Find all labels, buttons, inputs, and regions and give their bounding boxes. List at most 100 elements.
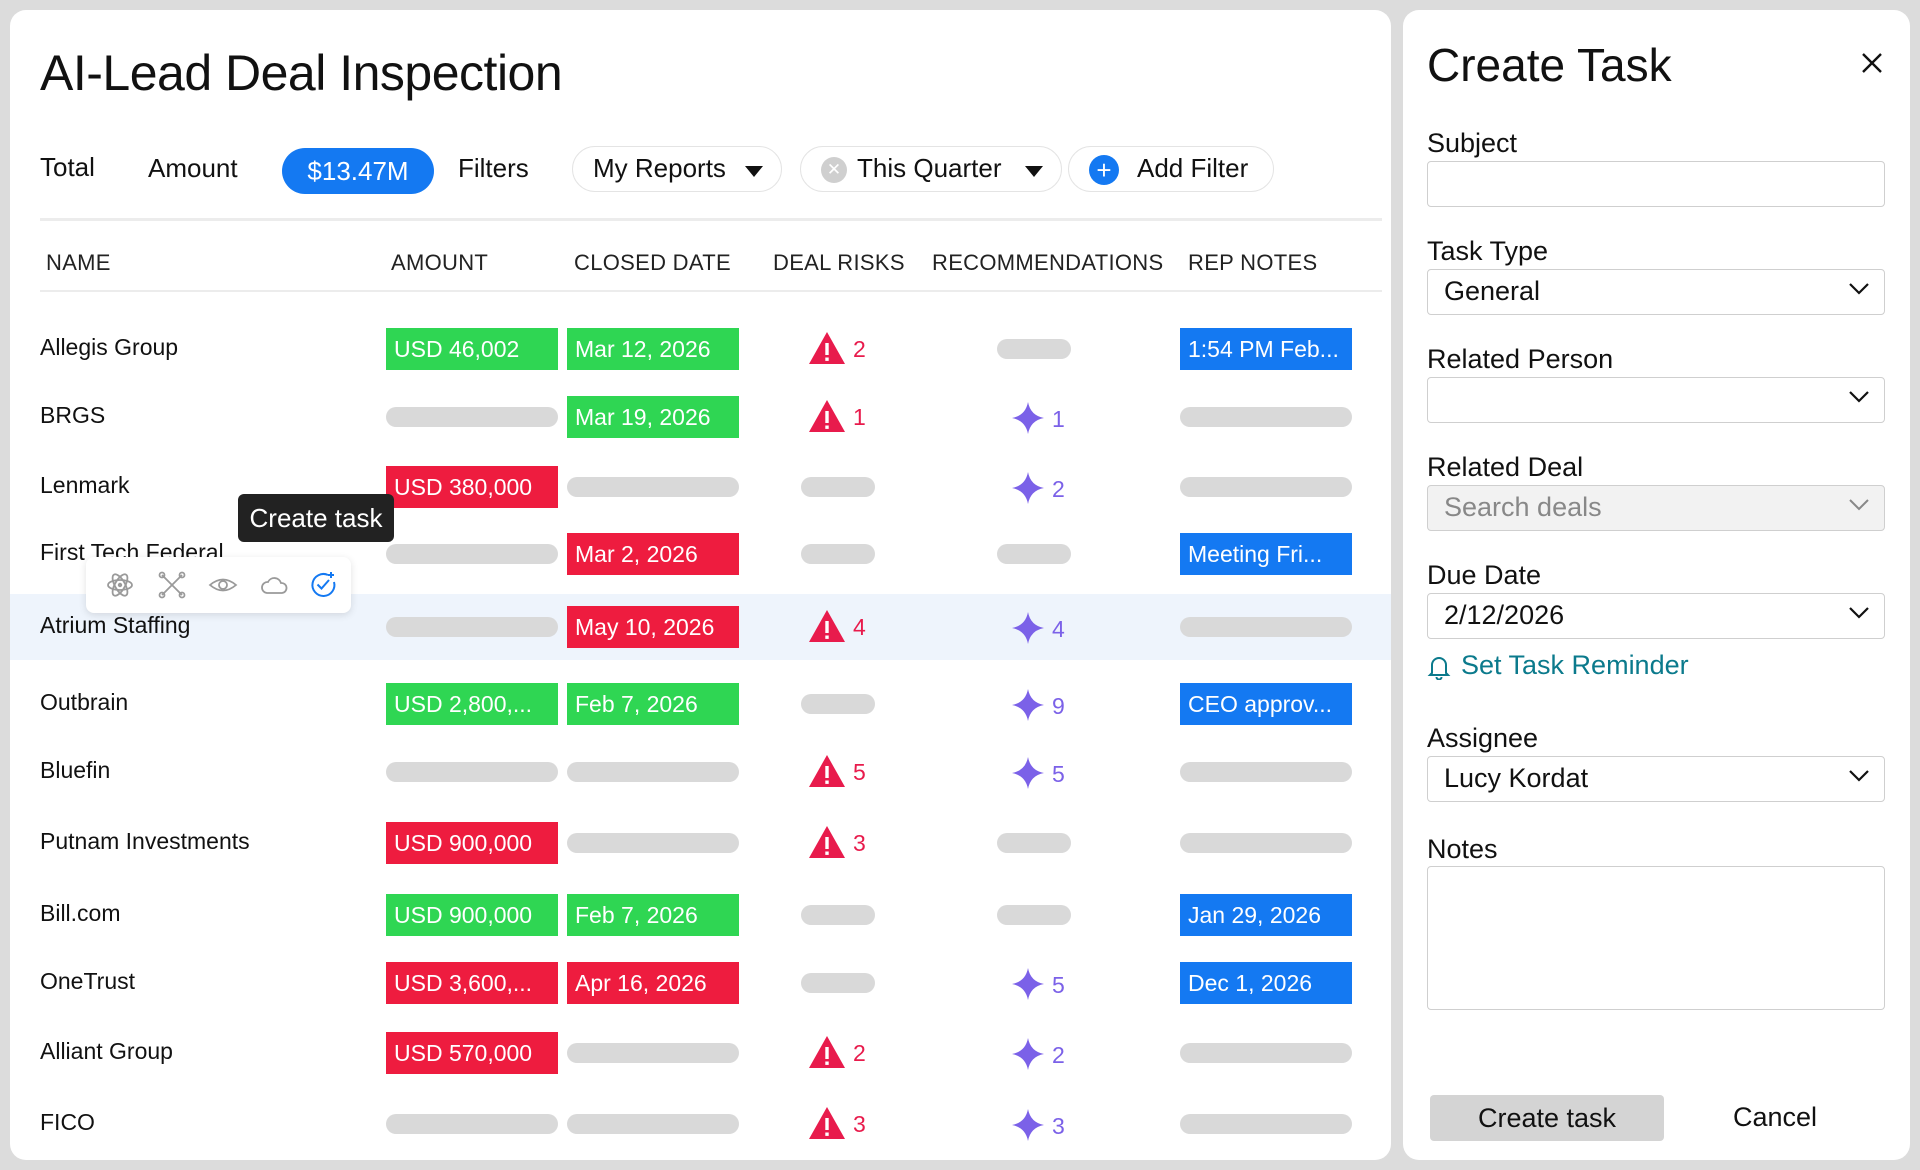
- rep-note-chip[interactable]: Dec 1, 2026: [1180, 962, 1352, 1004]
- recommendation-count[interactable]: 9: [1052, 693, 1065, 719]
- related-deal-label: Related Deal: [1427, 452, 1584, 482]
- loading-placeholder: [1180, 1043, 1352, 1063]
- chevron-down-icon: [1849, 607, 1869, 619]
- table-row[interactable]: Allegis Group USD 46,002 Mar 12, 2026 2 1:54…: [10, 316, 1391, 382]
- table-row[interactable]: Outbrain USD 2,800,... Feb 7, 2026 9 CEO app…: [10, 671, 1391, 737]
- deal-name[interactable]: Atrium Staffing: [40, 612, 191, 638]
- eye-icon[interactable]: [208, 570, 238, 600]
- related-person-label: Related Person: [1427, 344, 1614, 374]
- table-row[interactable]: FICO 3 3: [10, 1091, 1391, 1157]
- deal-risk-count[interactable]: 4: [853, 614, 866, 640]
- rep-note-chip[interactable]: Meeting Fri...: [1180, 533, 1352, 575]
- assignee-select[interactable]: Lucy Kordat: [1427, 756, 1885, 802]
- deal-risk-count[interactable]: 3: [853, 1111, 866, 1137]
- amount-chip: USD 900,000: [386, 894, 558, 936]
- rep-note-chip[interactable]: CEO approv...: [1180, 683, 1352, 725]
- deal-name[interactable]: Putnam Investments: [40, 828, 250, 854]
- recommendation-count[interactable]: 5: [1052, 761, 1065, 787]
- task-check-icon[interactable]: [308, 570, 338, 600]
- loading-placeholder: [567, 477, 739, 497]
- table-row[interactable]: Alliant Group USD 570,000 2 2: [10, 1020, 1391, 1086]
- recommendation-count[interactable]: 4: [1052, 616, 1065, 642]
- add-filter-button[interactable]: + Add Filter: [1068, 146, 1274, 192]
- table-row[interactable]: BRGS Mar 19, 2026 1 1: [10, 384, 1391, 450]
- deal-name[interactable]: Lenmark: [40, 472, 130, 498]
- loading-placeholder: [801, 544, 875, 564]
- cloud-icon[interactable]: [259, 570, 289, 600]
- create-task-button[interactable]: Create task: [1430, 1095, 1664, 1141]
- warning-icon: [809, 1107, 845, 1139]
- loading-placeholder: [567, 1043, 739, 1063]
- chevron-down-icon: [1849, 283, 1869, 295]
- loading-placeholder: [386, 762, 558, 782]
- toolbar: Total Amount $13.47M Filters My Reports …: [40, 138, 1380, 194]
- related-deal-search[interactable]: Search deals: [1427, 485, 1885, 531]
- deal-name[interactable]: Bill.com: [40, 900, 121, 926]
- table-row[interactable]: OneTrust USD 3,600,... Apr 16, 2026 5 Dec 1,…: [10, 950, 1391, 1016]
- deal-name[interactable]: Bluefin: [40, 757, 111, 783]
- caret-down-icon: [745, 166, 763, 177]
- reports-filter-select[interactable]: My Reports: [572, 146, 782, 192]
- deal-name[interactable]: Alliant Group: [40, 1038, 173, 1064]
- atom-icon[interactable]: [105, 570, 135, 600]
- close-icon[interactable]: [1857, 48, 1887, 78]
- warning-icon: [809, 610, 845, 642]
- column-header-name[interactable]: NAME: [46, 250, 111, 275]
- clear-icon[interactable]: ✕: [821, 157, 847, 183]
- closed-date-chip: Feb 7, 2026: [567, 683, 739, 725]
- add-filter-label: Add Filter: [1137, 153, 1249, 183]
- recommendation-count[interactable]: 2: [1052, 1042, 1065, 1068]
- column-header-closed-date[interactable]: CLOSED DATE: [574, 250, 731, 275]
- subject-input[interactable]: [1427, 161, 1885, 207]
- rep-note-chip[interactable]: Jan 29, 2026: [1180, 894, 1352, 936]
- column-header-deal-risks[interactable]: DEAL RISKS: [773, 250, 905, 275]
- deal-risk-count[interactable]: 2: [853, 1040, 866, 1066]
- rep-note-chip[interactable]: 1:54 PM Feb...: [1180, 328, 1352, 370]
- set-task-reminder-link[interactable]: Set Task Reminder: [1427, 650, 1689, 681]
- quarter-filter-select[interactable]: ✕ This Quarter: [800, 146, 1062, 192]
- task-type-label: Task Type: [1427, 236, 1549, 266]
- deal-risk-count[interactable]: 2: [853, 336, 866, 362]
- chevron-down-icon: [1849, 770, 1869, 782]
- loading-placeholder: [1180, 833, 1352, 853]
- warning-icon: [809, 400, 845, 432]
- amount-chip: USD 2,800,...: [386, 683, 558, 725]
- loading-placeholder: [386, 544, 558, 564]
- deal-name[interactable]: Allegis Group: [40, 334, 179, 360]
- loading-placeholder: [386, 1114, 558, 1134]
- cancel-button[interactable]: Cancel: [1733, 1102, 1818, 1132]
- table-row[interactable]: Bill.com USD 900,000 Feb 7, 2026 Jan 29, 20…: [10, 882, 1391, 948]
- column-header-rep-notes[interactable]: REP NOTES: [1188, 250, 1318, 275]
- deal-name[interactable]: BRGS: [40, 402, 106, 428]
- scissors-icon[interactable]: [157, 570, 187, 600]
- deal-risk-count[interactable]: 5: [853, 759, 866, 785]
- notes-textarea[interactable]: [1427, 866, 1885, 1010]
- filters-label: Filters: [458, 153, 529, 183]
- table-row[interactable]: Bluefin 5 5: [10, 739, 1391, 805]
- table-row[interactable]: Putnam Investments USD 900,000 3: [10, 810, 1391, 876]
- recommendation-count[interactable]: 1: [1052, 406, 1065, 432]
- recommendation-count[interactable]: 3: [1052, 1113, 1065, 1139]
- column-header-amount[interactable]: AMOUNT: [391, 250, 489, 275]
- closed-date-chip: Mar 12, 2026: [567, 328, 739, 370]
- deal-name[interactable]: FICO: [40, 1109, 95, 1135]
- table-row[interactable]: Lenmark USD 380,000 2: [10, 454, 1391, 520]
- loading-placeholder: [567, 833, 739, 853]
- recommendation-count[interactable]: 5: [1052, 972, 1065, 998]
- warning-icon: [809, 332, 845, 364]
- deal-risk-count[interactable]: 1: [853, 404, 866, 430]
- divider: [40, 218, 1382, 221]
- related-person-select[interactable]: [1427, 377, 1885, 423]
- column-header-recommendations[interactable]: RECOMMENDATIONS: [932, 250, 1164, 275]
- due-date-select[interactable]: 2/12/2026: [1427, 593, 1885, 639]
- loading-placeholder: [1180, 617, 1352, 637]
- deal-risk-count[interactable]: 3: [853, 830, 866, 856]
- deal-name[interactable]: OneTrust: [40, 968, 136, 994]
- deal-name[interactable]: Outbrain: [40, 689, 129, 715]
- recommendation-count[interactable]: 2: [1052, 476, 1065, 502]
- page-title: AI-Lead Deal Inspection: [40, 45, 563, 101]
- task-type-select[interactable]: General: [1427, 269, 1885, 315]
- amount-chip: USD 3,600,...: [386, 962, 558, 1004]
- table-row[interactable]: First Tech Federal Mar 2, 2026 Meeting Fri…: [10, 521, 1391, 587]
- related-deal-placeholder: Search deals: [1444, 492, 1602, 522]
